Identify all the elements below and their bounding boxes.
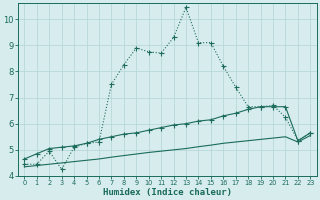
X-axis label: Humidex (Indice chaleur): Humidex (Indice chaleur) — [103, 188, 232, 197]
